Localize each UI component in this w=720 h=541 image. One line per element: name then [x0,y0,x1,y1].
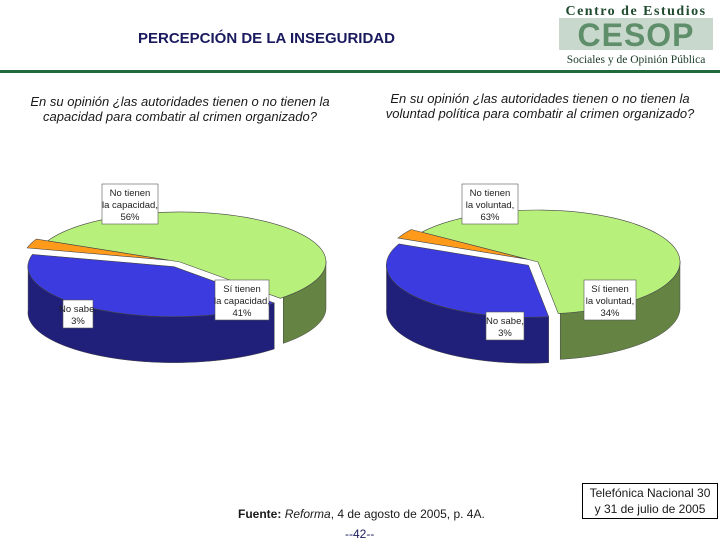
svg-text:la voluntad,: la voluntad, [586,296,635,307]
svg-text:56%: 56% [120,212,140,223]
svg-text:41%: 41% [232,308,252,319]
logo-mark: CESOP [577,17,694,53]
pie-1-slice-3 [26,238,169,261]
svg-text:la capacidad,: la capacidad, [214,296,270,307]
source-note: Fuente: Reforma, 4 de agosto de 2005, p.… [238,507,485,521]
svg-text:No sabe,: No sabe, [59,304,97,315]
svg-text:3%: 3% [71,316,85,327]
page-title: PERCEPCIÓN DE LA INSEGURIDAD [138,30,395,47]
cesop-logo: Centro de Estudios CESOP Sociales y de O… [559,4,713,66]
page-number: --42-- [345,527,375,541]
header-rule [0,70,720,73]
svg-text:34%: 34% [600,308,620,319]
source-publication: Reforma [284,507,331,521]
question-will: En su opinión ¿las autoridades tienen o … [385,91,695,121]
svg-text:No tienen: No tienen [110,188,151,199]
source-label: Fuente: [238,507,282,521]
question-capacity: En su opinión ¿las autoridades tienen o … [30,94,330,124]
pie-1-slice-1 [46,211,327,299]
pie-1-label-3: No sabe,3% [59,299,97,329]
logo-line2: Sociales y de Opinión Pública [567,54,706,66]
pie-2-slice-3 [397,229,528,260]
svg-text:la capacidad,: la capacidad, [102,200,158,211]
logo-line1: Centro de Estudios [565,4,706,19]
survey-box: Telefónica Nacional 30 y 31 de julio de … [582,483,718,519]
svg-text:No sabe,: No sabe, [486,316,524,327]
pie-2-label-3: No sabe,3% [485,311,525,341]
svg-text:Sí tienen: Sí tienen [591,284,629,295]
svg-text:la voluntad,: la voluntad, [466,200,515,211]
source-detail: , 4 de agosto de 2005, p. 4A. [330,507,485,521]
svg-text:3%: 3% [498,328,512,339]
svg-text:No tienen: No tienen [470,188,511,199]
svg-text:63%: 63% [480,212,500,223]
svg-text:Sí tienen: Sí tienen [223,284,261,295]
